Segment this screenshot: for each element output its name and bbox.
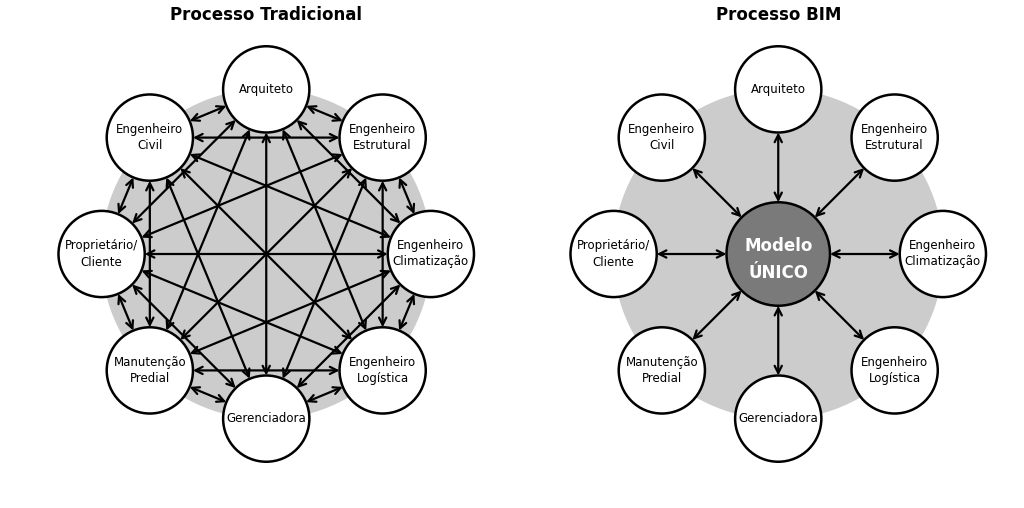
Circle shape	[618, 94, 705, 181]
Circle shape	[58, 211, 144, 297]
Circle shape	[101, 89, 431, 419]
Text: ÚNICO: ÚNICO	[749, 264, 808, 282]
Circle shape	[852, 94, 938, 181]
Circle shape	[735, 375, 821, 462]
Text: Engenheiro
Civil: Engenheiro Civil	[629, 123, 695, 152]
Circle shape	[726, 202, 830, 306]
Text: Gerenciadora: Gerenciadora	[738, 412, 818, 425]
Text: Engenheiro
Logística: Engenheiro Logística	[861, 356, 928, 385]
Text: Proprietário/
Cliente: Proprietário/ Cliente	[65, 239, 138, 269]
Text: Manutenção
Predial: Manutenção Predial	[114, 356, 186, 385]
Text: Gerenciadora: Gerenciadora	[226, 412, 306, 425]
Text: Engenheiro
Logística: Engenheiro Logística	[349, 356, 416, 385]
Circle shape	[340, 94, 426, 181]
Circle shape	[388, 211, 474, 297]
Text: Arquiteto: Arquiteto	[751, 83, 806, 96]
Text: Engenheiro
Climatização: Engenheiro Climatização	[905, 239, 981, 269]
Text: Processo BIM: Processo BIM	[716, 6, 841, 24]
Text: Engenheiro
Climatização: Engenheiro Climatização	[393, 239, 469, 269]
Circle shape	[570, 211, 656, 297]
Circle shape	[613, 89, 943, 419]
Text: Processo Tradicional: Processo Tradicional	[170, 6, 362, 24]
Circle shape	[735, 46, 821, 133]
Circle shape	[900, 211, 986, 297]
Circle shape	[340, 327, 426, 414]
Circle shape	[852, 327, 938, 414]
Text: Engenheiro
Estrutural: Engenheiro Estrutural	[349, 123, 416, 152]
Circle shape	[106, 327, 193, 414]
Text: Manutenção
Predial: Manutenção Predial	[626, 356, 698, 385]
Text: Engenheiro
Civil: Engenheiro Civil	[117, 123, 183, 152]
Circle shape	[618, 327, 705, 414]
Circle shape	[223, 46, 309, 133]
Circle shape	[106, 94, 193, 181]
Text: Proprietário/
Cliente: Proprietário/ Cliente	[577, 239, 650, 269]
Text: Modelo: Modelo	[744, 237, 812, 255]
Circle shape	[223, 375, 309, 462]
Text: Engenheiro
Estrutural: Engenheiro Estrutural	[861, 123, 928, 152]
Text: Arquiteto: Arquiteto	[239, 83, 294, 96]
